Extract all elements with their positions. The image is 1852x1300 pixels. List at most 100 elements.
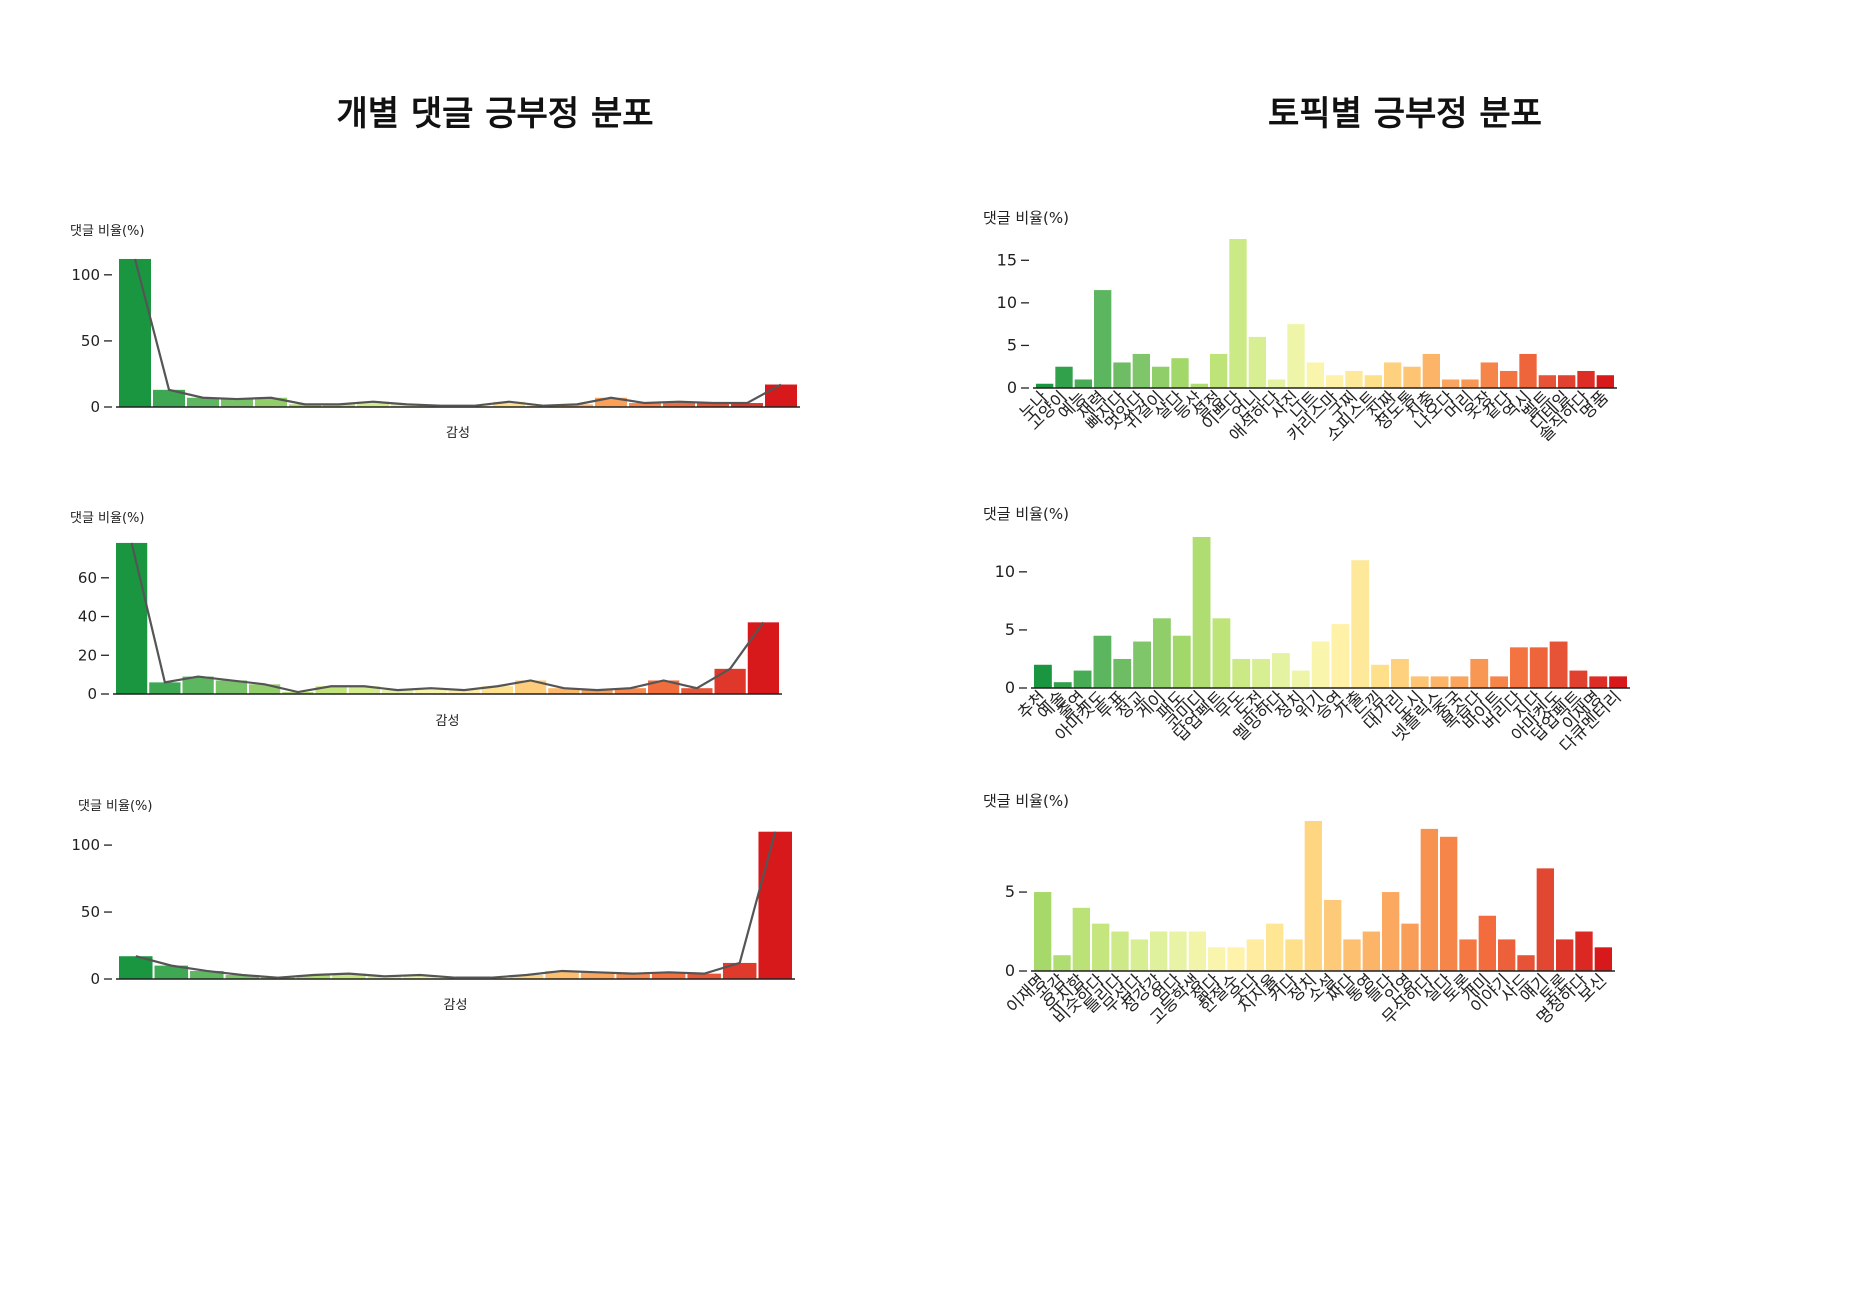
bar: [1326, 375, 1344, 388]
bar: [382, 690, 414, 694]
bar: [1248, 336, 1266, 388]
y-tick-label: 15: [997, 250, 1017, 269]
bar: [1210, 353, 1228, 388]
bar: [731, 403, 763, 407]
bar: [149, 682, 181, 694]
bar: [493, 401, 525, 407]
bar: [255, 397, 287, 407]
bar: [1609, 676, 1627, 688]
bar: [1371, 664, 1389, 688]
y-axis-label: 댓글 비율(%): [70, 511, 144, 526]
bar: [1364, 375, 1382, 388]
y-tick-label: 10: [997, 293, 1017, 312]
bar: [1345, 370, 1363, 388]
bar: [182, 676, 214, 694]
bar: [187, 397, 219, 407]
bar: [332, 973, 366, 979]
bar: [1589, 676, 1608, 688]
y-tick-label: 0: [1007, 378, 1017, 397]
bar: [1034, 892, 1052, 971]
bar: [289, 404, 321, 407]
y-tick-label: 50: [81, 903, 100, 921]
trend-line: [130, 542, 765, 694]
bar: [1055, 366, 1073, 388]
bar: [323, 404, 355, 407]
bar: [403, 974, 437, 979]
bar: [1034, 664, 1052, 688]
bar: [1153, 618, 1171, 688]
bar: [357, 401, 389, 407]
bar: [1382, 892, 1400, 971]
bar: [1549, 641, 1568, 688]
bar: [581, 690, 613, 694]
y-tick-label: 20: [78, 646, 97, 664]
bar: [663, 401, 695, 407]
bar: [1285, 939, 1303, 971]
bar: [714, 668, 746, 694]
bar: [1171, 358, 1189, 388]
y-tick-label: 40: [78, 608, 97, 626]
bar: [1072, 907, 1090, 971]
bar: [1538, 375, 1556, 388]
bar: [1304, 821, 1322, 971]
bar: [1172, 635, 1191, 688]
bar: [348, 686, 380, 694]
bar: [561, 404, 593, 407]
bar: [1169, 931, 1187, 971]
bar: [1113, 658, 1132, 688]
bar: [1192, 537, 1211, 688]
bar: [116, 542, 148, 694]
bar: [1324, 899, 1342, 971]
x-axis-label: 감성: [444, 998, 468, 1013]
individual-chart-1: 댓글 비율(%) 0 50 100 감성: [70, 224, 800, 441]
bar: [722, 962, 757, 979]
bar: [1461, 379, 1479, 388]
bar: [1442, 379, 1460, 388]
bar: [629, 403, 661, 407]
bar: [1498, 939, 1516, 971]
bar: [1450, 676, 1469, 688]
bar: [1074, 379, 1092, 388]
y-tick-label: 0: [90, 970, 100, 988]
y-axis-label: 댓글 비율(%): [983, 505, 1069, 523]
topic-chart-3: 댓글 비율(%)05이재명공감유치함비슷하다틀리다무섭다정강강엄다고등학생젊다한…: [983, 792, 1615, 1029]
bar: [1478, 915, 1496, 971]
bar: [1229, 239, 1247, 388]
bar: [1575, 931, 1593, 971]
bar: [515, 680, 547, 694]
bar: [651, 972, 686, 979]
bar: [1536, 868, 1554, 971]
bar: [1208, 947, 1226, 971]
bar: [1596, 375, 1614, 388]
bar: [681, 688, 713, 694]
bar: [1410, 676, 1429, 688]
bar: [1073, 670, 1092, 688]
bar: [119, 258, 151, 407]
bar: [1519, 353, 1537, 388]
bar: [1343, 939, 1361, 971]
bar: [315, 686, 347, 694]
bar: [1311, 641, 1330, 688]
topic-chart-2: 댓글 비율(%)0510추천예술출연아마켓도투표정교게이패도코미디답업펙트무도도…: [983, 505, 1630, 757]
bar: [415, 688, 447, 694]
bar: [1094, 290, 1112, 388]
bar: [119, 956, 153, 979]
bar: [1132, 353, 1150, 388]
bar: [1130, 939, 1148, 971]
bar: [1391, 658, 1409, 688]
bar: [1351, 560, 1370, 688]
y-axis-label: 댓글 비율(%): [70, 224, 144, 239]
y-tick-label: 100: [71, 836, 100, 854]
bar: [1252, 658, 1270, 688]
bar: [509, 974, 544, 979]
bar: [448, 690, 480, 694]
individual-chart-3: 댓글 비율(%) 0 50 100 감성: [71, 799, 795, 1013]
y-tick-label: 0: [1005, 961, 1015, 980]
bar: [249, 684, 281, 694]
bar: [215, 680, 247, 694]
bar: [1246, 939, 1264, 971]
bar: [1227, 947, 1245, 971]
bar: [648, 680, 680, 694]
bar: [1113, 362, 1131, 388]
bar: [765, 384, 797, 407]
